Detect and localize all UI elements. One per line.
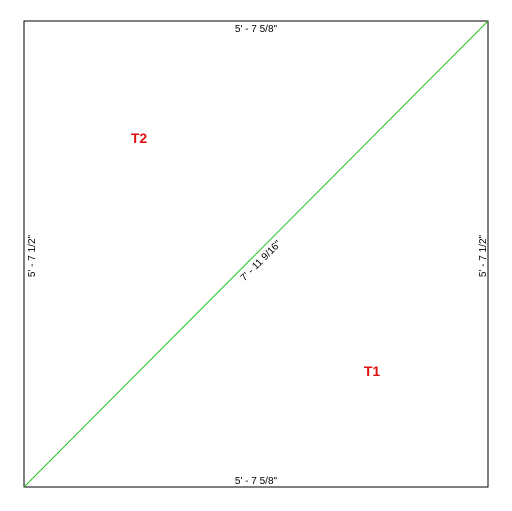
dimension-diagonal: 7' - 11 9/16"	[239, 238, 284, 283]
dimension-top: 5' - 7 5/8"	[235, 24, 278, 35]
dimension-bottom: 5' - 7 5/8"	[235, 476, 278, 487]
dimension-left: 5' - 7 1/2"	[27, 234, 38, 277]
tag-t2: T2	[131, 130, 148, 146]
tag-t1: T1	[364, 363, 381, 379]
diagonal-line	[23, 20, 489, 488]
square-outline	[23, 20, 489, 488]
dimension-right: 5' - 7 1/2"	[478, 234, 489, 277]
